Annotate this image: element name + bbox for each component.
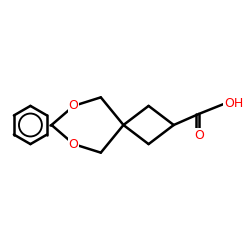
Text: O: O [194,128,204,141]
Text: OH: OH [224,98,243,110]
Text: O: O [69,100,78,112]
Text: O: O [69,138,78,150]
